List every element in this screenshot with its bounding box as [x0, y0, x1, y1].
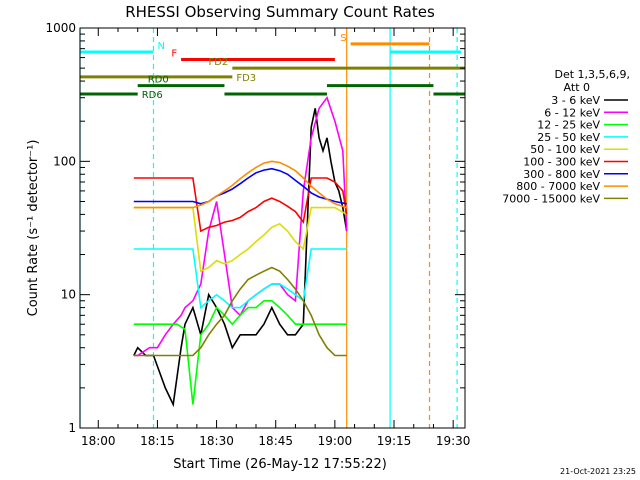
x-tick-label-1: 18:15 — [140, 434, 175, 448]
y-axis-label: Count Rate (s⁻¹ detector⁻¹) — [26, 140, 41, 317]
y-tick-label-3: 1000 — [45, 21, 76, 35]
y-tick-label-2: 100 — [53, 154, 76, 168]
flag-label-fd2: FD2 — [209, 57, 229, 68]
chart-title: RHESSI Observing Summary Count Rates — [125, 3, 435, 21]
legend-label-6: 300 - 800 keV — [523, 168, 600, 181]
legend-label-1: 6 - 12 keV — [544, 106, 600, 119]
series-line-6 — [133, 167, 347, 205]
data-series — [133, 95, 348, 408]
legend-label-7: 800 - 7000 keV — [516, 180, 600, 193]
legend-label-5: 100 - 300 keV — [523, 156, 600, 169]
plot-frame — [79, 27, 466, 429]
series-line-5 — [133, 177, 348, 233]
flag-label-f: F — [171, 49, 177, 60]
flag-label-s: S — [340, 33, 346, 44]
legend-label-4: 50 - 100 keV — [530, 143, 600, 156]
series-line-2 — [133, 299, 347, 405]
x-tick-label-5: 19:15 — [377, 434, 412, 448]
flag-label-fd3: FD3 — [236, 73, 256, 84]
x-tick-label-4: 19:00 — [318, 434, 353, 448]
legend-label-8: 7000 - 15000 keV — [502, 192, 600, 205]
series-line-7 — [133, 160, 347, 209]
orbit-flags: NF S FD2 FD3 RD0 RD6 — [80, 33, 465, 101]
y-tick-label-0: 1 — [68, 421, 76, 435]
legend-header-line-2: Att 0 — [564, 81, 590, 94]
y-tick-label-1: 10 — [61, 288, 76, 302]
x-axis-label: Start Time (26-May-12 17:55:22) — [173, 457, 387, 472]
footer-timestamp: 21-Oct-2021 23:25 — [560, 467, 636, 476]
series-line-4 — [133, 206, 348, 273]
x-tick-label-6: 19:30 — [436, 434, 471, 448]
legend-label-0: 3 - 6 keV — [551, 94, 600, 107]
legend-label-3: 25 - 50 keV — [537, 131, 600, 144]
x-tick-label-0: 18:00 — [81, 434, 116, 448]
flag-label-n: N — [157, 41, 164, 52]
axes: 18:00 18:15 18:30 18:45 19:00 19:15 19:30 1 10 10… — [45, 21, 470, 448]
series-line-0 — [133, 108, 348, 408]
x-tick-label-2: 18:30 — [199, 434, 234, 448]
flag-label-rd0: RD0 — [148, 75, 169, 86]
series-line-3 — [133, 248, 347, 310]
series-line-8 — [133, 266, 347, 357]
flag-label-rd6: RD6 — [142, 90, 163, 101]
legend-label-2: 12 - 25 keV — [537, 119, 600, 132]
legend-header-line-1: Det 1,3,5,6,9, — [554, 68, 630, 81]
x-tick-label-3: 18:45 — [258, 434, 293, 448]
